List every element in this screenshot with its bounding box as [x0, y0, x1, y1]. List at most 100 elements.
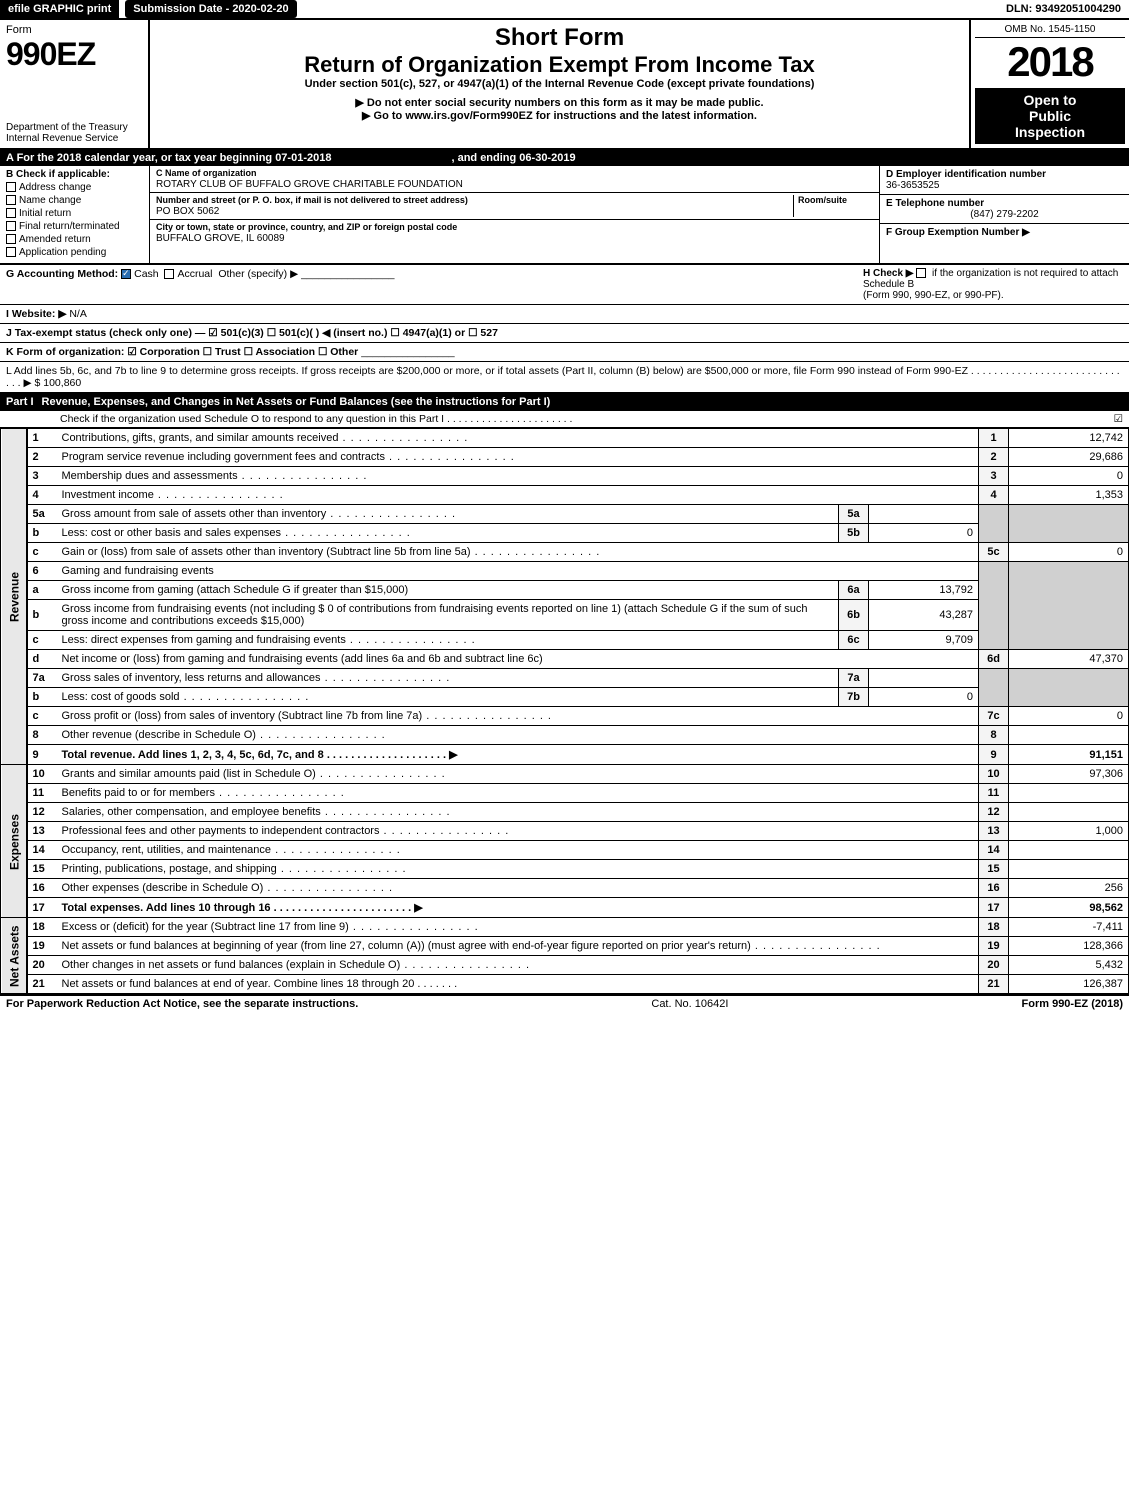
line-20-num: 20 — [27, 956, 57, 975]
line-3-desc: Membership dues and assessments — [57, 467, 979, 486]
line-19-num: 19 — [27, 937, 57, 956]
line-5b-sv: 0 — [869, 524, 979, 543]
line-6c-sn: 6c — [839, 631, 869, 650]
col-b-checkboxes: B Check if applicable: Address change Na… — [0, 166, 150, 263]
line-14: 14 Occupancy, rent, utilities, and maint… — [1, 841, 1129, 860]
line-13-rv: 1,000 — [1009, 822, 1129, 841]
line-6a-sv: 13,792 — [869, 581, 979, 600]
line-7c-rn: 7c — [979, 707, 1009, 726]
org-name-row: C Name of organization ROTARY CLUB OF BU… — [150, 166, 879, 193]
ein-label: D Employer identification number — [886, 169, 1046, 180]
line-7a-desc: Gross sales of inventory, less returns a… — [57, 669, 839, 688]
chk-address-change[interactable]: Address change — [6, 182, 143, 193]
chk-application-pending[interactable]: Application pending — [6, 247, 143, 258]
phone-block: E Telephone number (847) 279-2202 — [880, 195, 1129, 224]
line-4-num: 4 — [27, 486, 57, 505]
line-7b: b Less: cost of goods sold 7b 0 — [1, 688, 1129, 707]
line-19-rn: 19 — [979, 937, 1009, 956]
title-short: Short Form — [156, 24, 963, 52]
line-10-rn: 10 — [979, 765, 1009, 784]
line-3-rn: 3 — [979, 467, 1009, 486]
tax-status-text: J Tax-exempt status (check only one) — ☑… — [6, 327, 498, 339]
line-21: 21 Net assets or fund balances at end of… — [1, 975, 1129, 994]
row-l-gross-receipts: L Add lines 5b, 6c, and 7b to line 9 to … — [0, 362, 1129, 393]
chk-final-return[interactable]: Final return/terminated — [6, 221, 143, 232]
line-8-desc: Other revenue (describe in Schedule O) — [57, 726, 979, 745]
ein-value: 36-3653525 — [886, 180, 939, 191]
line-16-rn: 16 — [979, 879, 1009, 898]
line-7a-sv — [869, 669, 979, 688]
line-1-rn: 1 — [979, 429, 1009, 448]
org-name-label: C Name of organization — [156, 168, 257, 178]
cash-label: Cash — [134, 268, 159, 280]
tax-year: 2018 — [975, 38, 1125, 86]
line-9-num: 9 — [27, 745, 57, 765]
city-label: City or town, state or province, country… — [156, 222, 457, 232]
chk-cash[interactable] — [121, 269, 131, 279]
line-6b: b Gross income from fundraising events (… — [1, 600, 1129, 631]
line-6-rn-shade — [979, 562, 1009, 650]
row-h-text2: (Form 990, 990-EZ, or 990-PF). — [863, 290, 1004, 301]
footer-cat-no: Cat. No. 10642I — [358, 998, 1021, 1010]
line-16: 16 Other expenses (describe in Schedule … — [1, 879, 1129, 898]
line-20-rn: 20 — [979, 956, 1009, 975]
line-17-num: 17 — [27, 898, 57, 918]
chk-schedule-b[interactable] — [916, 268, 926, 278]
line-14-desc: Occupancy, rent, utilities, and maintena… — [57, 841, 979, 860]
line-10-desc: Grants and similar amounts paid (list in… — [57, 765, 979, 784]
accrual-label: Accrual — [177, 268, 212, 280]
dept-irs: Internal Revenue Service — [6, 133, 118, 144]
chk-accrual[interactable] — [164, 269, 174, 279]
line-12-num: 12 — [27, 803, 57, 822]
efile-badge[interactable]: efile GRAPHIC print — [0, 0, 119, 18]
line-20-rv: 5,432 — [1009, 956, 1129, 975]
chk-initial-return[interactable]: Initial return — [6, 208, 143, 219]
line-7c: c Gross profit or (loss) from sales of i… — [1, 707, 1129, 726]
title-note-link[interactable]: ▶ Go to www.irs.gov/Form990EZ for instru… — [156, 109, 963, 122]
line-6d-num: d — [27, 650, 57, 669]
website-label: I Website: ▶ — [6, 308, 66, 320]
org-street: PO BOX 5062 — [156, 206, 219, 217]
chk-name-change[interactable]: Name change — [6, 195, 143, 206]
line-17-rn: 17 — [979, 898, 1009, 918]
line-5a-sv — [869, 505, 979, 524]
line-14-rn: 14 — [979, 841, 1009, 860]
line-21-rn: 21 — [979, 975, 1009, 994]
line-6d-rv: 47,370 — [1009, 650, 1129, 669]
line-9: 9 Total revenue. Add lines 1, 2, 3, 4, 5… — [1, 745, 1129, 765]
line-9-rn: 9 — [979, 745, 1009, 765]
line-3-rv: 0 — [1009, 467, 1129, 486]
line-4-rn: 4 — [979, 486, 1009, 505]
form-number: 990EZ — [6, 36, 142, 73]
line-4: 4 Investment income 4 1,353 — [1, 486, 1129, 505]
line-5b-num: b — [27, 524, 57, 543]
line-20: 20 Other changes in net assets or fund b… — [1, 956, 1129, 975]
line-16-desc: Other expenses (describe in Schedule O) — [57, 879, 979, 898]
line-7c-num: c — [27, 707, 57, 726]
submission-date: Submission Date - 2020-02-20 — [125, 0, 296, 18]
sidebar-net-assets: Net Assets — [1, 918, 27, 994]
line-6b-sn: 6b — [839, 600, 869, 631]
line-11-rv — [1009, 784, 1129, 803]
line-20-desc: Other changes in net assets or fund bala… — [57, 956, 979, 975]
period-end: , and ending 06-30-2019 — [451, 152, 575, 164]
line-6b-num: b — [27, 600, 57, 631]
line-17-desc: Total expenses. Add lines 10 through 16 … — [57, 898, 979, 918]
col-b-title: B Check if applicable: — [6, 169, 110, 180]
line-6a: a Gross income from gaming (attach Sched… — [1, 581, 1129, 600]
accounting-method: G Accounting Method: Cash Accrual Other … — [6, 268, 395, 301]
line-21-desc: Net assets or fund balances at end of ye… — [57, 975, 979, 994]
part-1-label: Part I — [6, 396, 34, 408]
line-12-desc: Salaries, other compensation, and employ… — [57, 803, 979, 822]
period-begin: A For the 2018 calendar year, or tax yea… — [6, 152, 331, 164]
line-5c-rn: 5c — [979, 543, 1009, 562]
line-18-num: 18 — [27, 918, 57, 937]
line-5a-desc: Gross amount from sale of assets other t… — [57, 505, 839, 524]
chk-amended-return[interactable]: Amended return — [6, 234, 143, 245]
phone-value: (847) 279-2202 — [886, 209, 1123, 220]
line-12-rn: 12 — [979, 803, 1009, 822]
dept-label: Department of the Treasury Internal Reve… — [6, 122, 142, 144]
line-15-rn: 15 — [979, 860, 1009, 879]
line-7ab-rn-shade — [979, 669, 1009, 707]
line-1: Revenue 1 Contributions, gifts, grants, … — [1, 429, 1129, 448]
